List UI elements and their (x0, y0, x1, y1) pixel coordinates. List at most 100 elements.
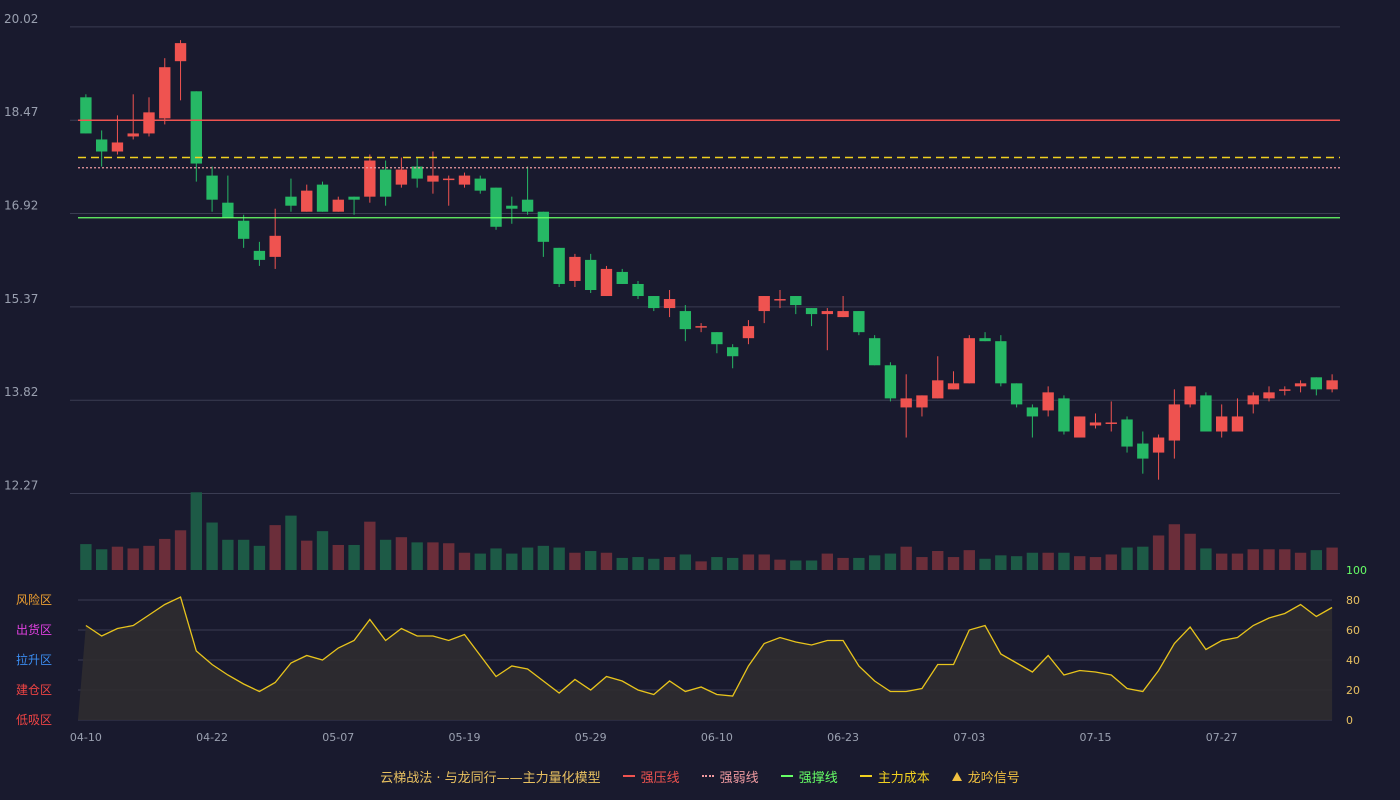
candle (1010, 383, 1023, 408)
candle (348, 196, 360, 215)
legend-title: 云梯战法 · 与龙同行——主力量化模型 (380, 770, 601, 786)
candle (1231, 398, 1244, 432)
candle (616, 268, 628, 284)
legend-item-cost-line[interactable]: 主力成本 (859, 767, 930, 786)
volume-bar (695, 561, 707, 570)
candle-body (979, 338, 991, 342)
candle (159, 58, 171, 125)
price-axis: 20.02 18.47 16.92 15.37 13.82 12.27 (4, 12, 38, 493)
legend-item-weak-line[interactable]: 强弱线 (701, 767, 759, 786)
candle-body (190, 91, 202, 164)
candle-body (585, 259, 597, 290)
candle (963, 335, 975, 384)
volume-bar (301, 540, 313, 570)
price-tick-label: 20.02 (4, 12, 38, 26)
legend-item-pressure-line[interactable]: 强压线 (622, 767, 680, 786)
date-tick-label: 07-15 (1080, 731, 1112, 744)
volume-bar (1105, 554, 1117, 570)
volume-bar (206, 522, 218, 570)
candle-body (821, 311, 833, 315)
candle-body (80, 97, 92, 134)
volume-bar (1263, 549, 1275, 570)
candle-body (537, 211, 550, 242)
date-tick-label: 07-27 (1206, 731, 1238, 744)
candle (1247, 392, 1259, 414)
volume-bar (253, 545, 266, 570)
volume-bar (1216, 553, 1228, 570)
volume-bar (316, 531, 329, 570)
volume-bar (537, 545, 550, 570)
legend-item-dragon-signal[interactable]: 龙吟信号 (951, 767, 1020, 786)
zone-label: 出货区 (16, 622, 52, 637)
volume-bar (95, 549, 108, 570)
candle (80, 94, 92, 134)
candle-body (237, 220, 250, 239)
volume-bar (679, 554, 692, 570)
candle (1168, 389, 1181, 459)
candle-body (916, 395, 928, 408)
volume-bar (821, 553, 833, 570)
candle-body (253, 250, 266, 260)
candle-body (1200, 395, 1212, 432)
osc-tick-label: 0 (1346, 714, 1353, 727)
volume-bar (222, 539, 234, 570)
volume-bar (395, 537, 408, 570)
candle-body (711, 332, 723, 345)
volume-bar (979, 558, 991, 570)
candle-body (805, 308, 818, 315)
price-tick-label: 15.37 (4, 292, 38, 306)
candle-body (443, 178, 455, 181)
grid-lines (70, 26, 1340, 495)
candle-body (648, 296, 660, 309)
candle-body (1042, 392, 1054, 411)
volume-bar (758, 554, 770, 570)
candle (379, 160, 392, 206)
legend-item-support-line[interactable]: 强撑线 (780, 767, 838, 786)
candle-body (111, 142, 124, 152)
candle (884, 362, 897, 402)
candle (995, 335, 1007, 387)
candle (790, 296, 802, 315)
candle-body (269, 235, 281, 257)
legend-item-label: 龙吟信号 (967, 770, 1020, 786)
price-tick-label: 18.47 (4, 105, 38, 119)
candle-body (1152, 437, 1165, 453)
volume-bar (1294, 552, 1307, 570)
volume-bar (553, 547, 565, 570)
candle (821, 308, 833, 351)
weak-line-swatch (701, 775, 714, 777)
candle (458, 172, 471, 188)
candle (364, 154, 376, 203)
volume-bar (285, 515, 297, 570)
volume-bar (521, 547, 534, 570)
candle-body (1310, 377, 1323, 390)
candle (648, 296, 660, 312)
volume-bar (711, 557, 723, 570)
candle (1152, 434, 1165, 480)
candle-body (379, 169, 392, 197)
volume-bar (364, 521, 376, 570)
candle (1026, 404, 1039, 438)
volume-bar (963, 550, 975, 570)
candle-body (1231, 416, 1244, 432)
zone-label: 拉升区 (16, 652, 52, 667)
candle (127, 94, 139, 140)
candle (774, 290, 786, 309)
candle-body (868, 338, 881, 366)
volume-bar (884, 553, 897, 570)
candle (1326, 374, 1338, 393)
candle (1310, 377, 1323, 396)
volume-bar (742, 554, 755, 570)
candle (916, 395, 928, 417)
candle-body (1216, 416, 1228, 432)
indicator-lines (78, 119, 1340, 219)
candle (95, 130, 108, 167)
candle (1105, 401, 1117, 432)
candle-body (1279, 389, 1291, 391)
candle-body (947, 383, 960, 390)
volume-bar (379, 539, 392, 570)
volume-bar (616, 557, 628, 570)
candle-body (616, 271, 628, 284)
volume-bar (805, 560, 818, 570)
candle-body (695, 326, 707, 328)
